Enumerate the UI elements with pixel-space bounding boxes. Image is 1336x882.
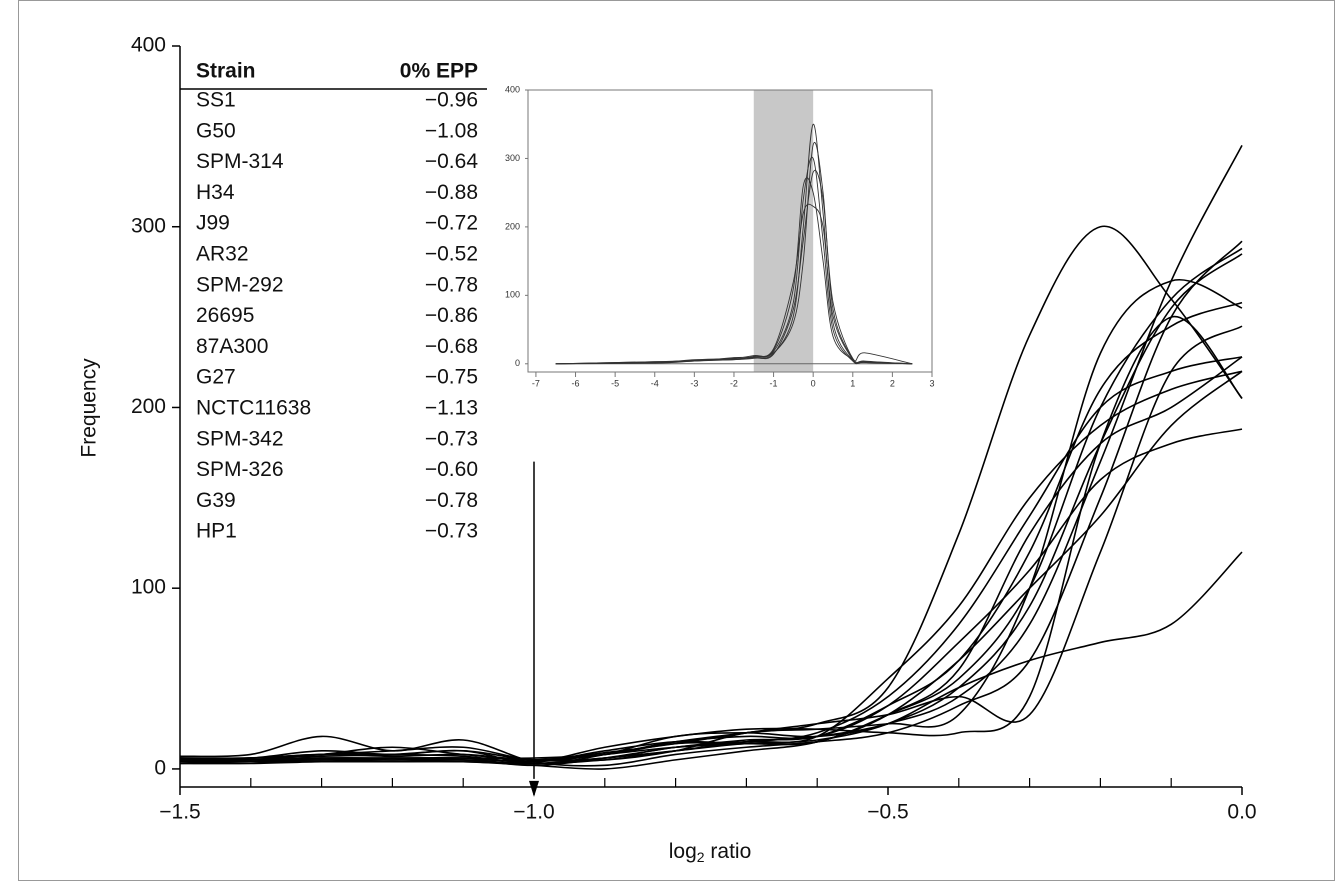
x-axis-label: log2 ratio [669, 840, 752, 865]
table-value: −0.73 [425, 520, 478, 543]
inset-x-tick-label: -3 [690, 378, 698, 388]
table-value: −0.73 [425, 427, 478, 450]
inset-y-tick-label: 400 [505, 84, 520, 94]
x-label-sub: 2 [697, 849, 705, 865]
inset-x-tick-label: -7 [532, 378, 540, 388]
inset-frame [527, 89, 933, 373]
curve [180, 370, 1243, 770]
x-tick-label: −0.5 [867, 801, 908, 824]
inset-x-tick-label: -4 [651, 378, 659, 388]
inset-x-tick-label: -5 [611, 378, 619, 388]
table-value: −0.86 [425, 304, 478, 327]
curve [555, 142, 913, 365]
table-strain: 26695 [196, 304, 254, 327]
arrow-head [529, 780, 539, 797]
table-strain: H34 [196, 181, 235, 204]
inset-y-tick-label: 0 [515, 358, 520, 368]
table-value: −0.68 [425, 335, 478, 358]
table-value: −0.52 [425, 243, 478, 266]
table-value: −0.78 [425, 489, 478, 512]
curve [180, 316, 1243, 763]
table-value: −0.60 [425, 458, 478, 481]
y-tick-label: 100 [131, 576, 166, 599]
table-header: Strain [196, 60, 256, 83]
inset-x-tick-label: 2 [890, 378, 895, 388]
table-strain: HP1 [196, 520, 237, 543]
table-value: −1.13 [425, 397, 478, 420]
table-strain: G39 [196, 489, 236, 512]
table-strain: 87A300 [196, 335, 268, 358]
inset-x-tick-label: 3 [929, 378, 934, 388]
table-value: −0.72 [425, 212, 478, 235]
table-strain: G27 [196, 366, 236, 389]
x-tick-label: 0.0 [1227, 801, 1256, 824]
frame [18, 0, 1335, 881]
inset-x-tick-label: -1 [770, 378, 778, 388]
table-strain: SS1 [196, 89, 236, 112]
x-label-part: log [669, 840, 697, 863]
y-tick-label: 0 [154, 756, 166, 779]
curve [180, 428, 1243, 763]
curve [180, 325, 1243, 761]
x-tick-label: −1.5 [159, 801, 200, 824]
table-strain: SPM-292 [196, 273, 284, 296]
table-strain: J99 [196, 212, 230, 235]
table-strain: SPM-342 [196, 427, 284, 450]
table-header: 0% EPP [400, 60, 478, 83]
inset-y-tick-label: 100 [505, 290, 520, 300]
y-axis-label: Frequency [78, 358, 101, 458]
table-value: −0.96 [425, 89, 478, 112]
inset-background [528, 90, 932, 372]
inset-x-tick-label: 1 [850, 378, 855, 388]
table-strain: NCTC11638 [196, 397, 311, 420]
curve [180, 356, 1243, 761]
x-label-part: ratio [705, 840, 752, 863]
inset-y-tick-label: 200 [505, 221, 520, 231]
table-value: −0.75 [425, 366, 478, 389]
inset-x-tick-label: -2 [730, 378, 738, 388]
inset-x-tick-label: 0 [811, 378, 816, 388]
table-value: −0.88 [425, 181, 478, 204]
table-strain: AR32 [196, 243, 249, 266]
table-strain: G50 [196, 119, 236, 142]
table-strain: SPM-326 [196, 458, 284, 481]
y-tick-label: 200 [131, 395, 166, 418]
curve [180, 551, 1243, 763]
inset-y-tick-label: 300 [505, 153, 520, 163]
y-tick-label: 300 [131, 214, 166, 237]
table-value: −0.78 [425, 273, 478, 296]
curve [555, 177, 913, 365]
curve [180, 356, 1243, 765]
table-value: −1.08 [425, 119, 478, 142]
x-tick-label: −1.0 [513, 801, 554, 824]
table-strain: SPM-314 [196, 150, 284, 173]
inset-x-tick-label: -6 [572, 378, 580, 388]
curve [555, 203, 913, 365]
table-value: −0.64 [425, 150, 478, 173]
y-tick-label: 400 [131, 34, 166, 57]
